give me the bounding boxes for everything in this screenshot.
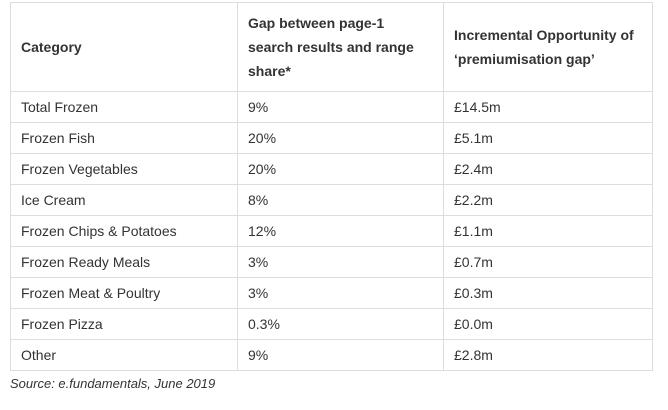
table-row: Frozen Meat & Poultry 3% £0.3m <box>10 277 653 309</box>
opportunity-cell: £2.8m <box>443 339 653 371</box>
table-row: Ice Cream 8% £2.2m <box>10 184 653 216</box>
gap-cell: 3% <box>237 277 444 309</box>
category-cell: Other <box>10 339 238 371</box>
opportunity-cell: £5.1m <box>443 122 653 154</box>
gap-cell: 20% <box>237 153 444 185</box>
gap-cell: 8% <box>237 184 444 216</box>
category-cell: Frozen Ready Meals <box>10 246 238 278</box>
header-gap: Gap between page-1 search results and ra… <box>237 2 444 92</box>
category-cell: Frozen Pizza <box>10 308 238 340</box>
table-row: Frozen Chips & Potatoes 12% £1.1m <box>10 215 653 247</box>
gap-cell: 9% <box>237 91 444 123</box>
table-row: Other 9% £2.8m <box>10 339 653 371</box>
gap-cell: 0.3% <box>237 308 444 340</box>
table-row: Frozen Pizza 0.3% £0.0m <box>10 308 653 340</box>
gap-cell: 3% <box>237 246 444 278</box>
category-cell: Total Frozen <box>10 91 238 123</box>
opportunity-cell: £2.2m <box>443 184 653 216</box>
table-row: Total Frozen 9% £14.5m <box>10 91 653 123</box>
gap-cell: 12% <box>237 215 444 247</box>
header-category: Category <box>10 2 238 92</box>
table-row: Frozen Fish 20% £5.1m <box>10 122 653 154</box>
opportunity-cell: £1.1m <box>443 215 653 247</box>
table-header-row: Category Gap between page-1 search resul… <box>10 2 653 92</box>
opportunity-cell: £0.3m <box>443 277 653 309</box>
source-caption: Source: e.fundamentals, June 2019 <box>10 376 216 391</box>
category-cell: Ice Cream <box>10 184 238 216</box>
header-opportunity: Incremental Opportunity of ‘premiumisati… <box>443 2 653 92</box>
opportunity-cell: £2.4m <box>443 153 653 185</box>
category-cell: Frozen Chips & Potatoes <box>10 215 238 247</box>
gap-cell: 9% <box>237 339 444 371</box>
opportunity-cell: £0.0m <box>443 308 653 340</box>
opportunity-cell: £14.5m <box>443 91 653 123</box>
table-row: Frozen Ready Meals 3% £0.7m <box>10 246 653 278</box>
table-row: Frozen Vegetables 20% £2.4m <box>10 153 653 185</box>
category-cell: Frozen Meat & Poultry <box>10 277 238 309</box>
category-cell: Frozen Fish <box>10 122 238 154</box>
gap-cell: 20% <box>237 122 444 154</box>
category-cell: Frozen Vegetables <box>10 153 238 185</box>
premiumisation-gap-table: Category Gap between page-1 search resul… <box>10 2 653 371</box>
opportunity-cell: £0.7m <box>443 246 653 278</box>
